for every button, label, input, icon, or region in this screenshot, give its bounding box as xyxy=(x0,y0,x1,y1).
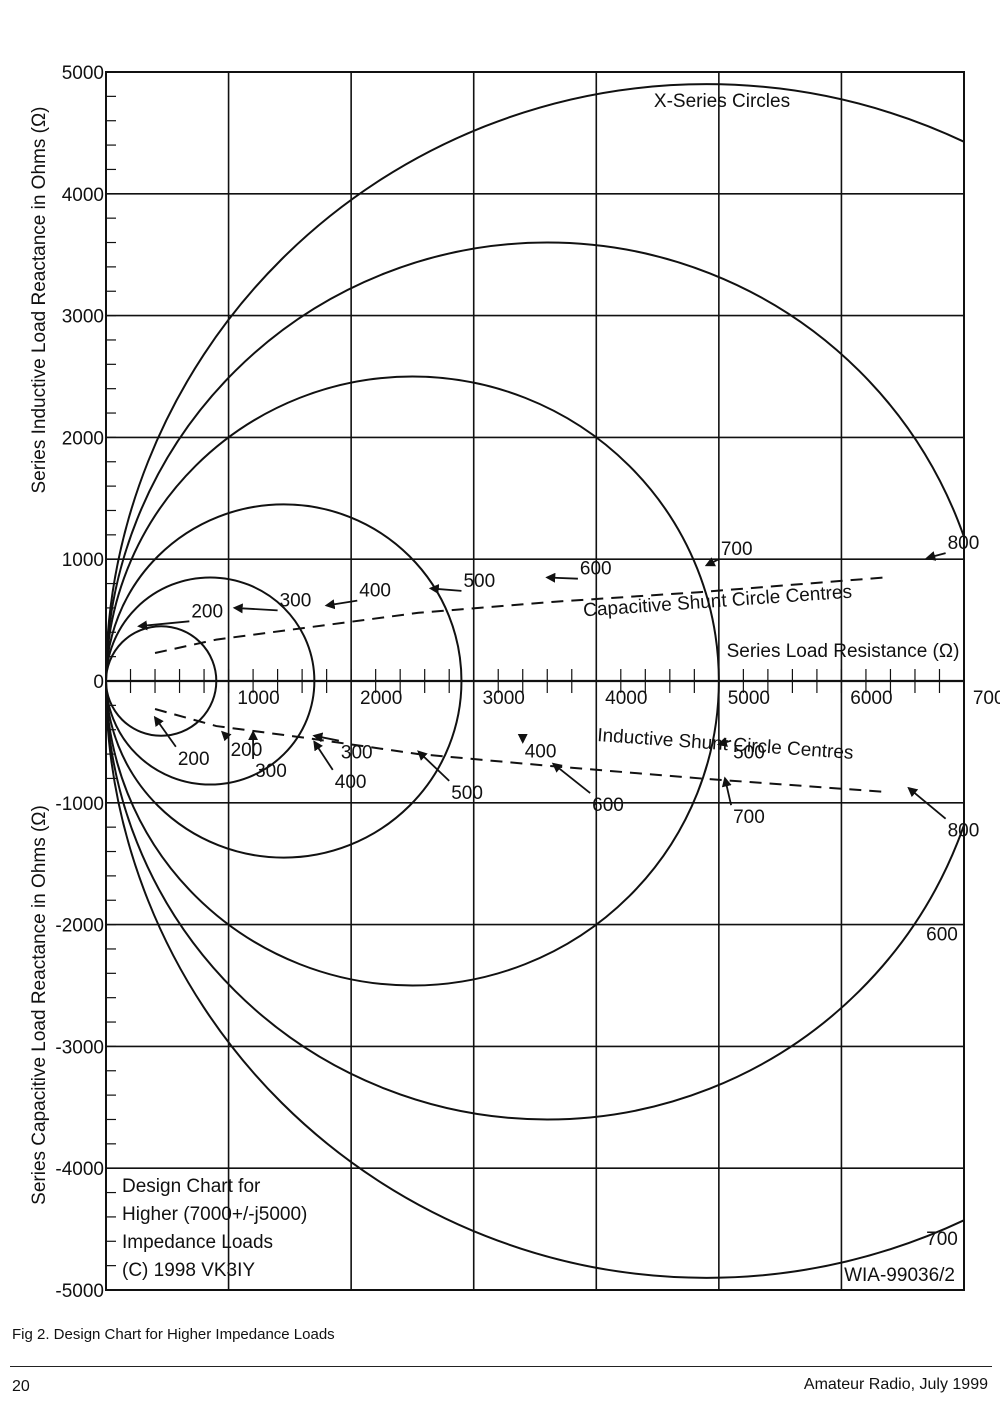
capacitive-centre-label-arrow xyxy=(137,620,190,631)
capacitive-centre-label: 500 xyxy=(463,571,495,592)
x-tick-label: 1000 xyxy=(237,688,279,709)
inductive-centre-label: 500 xyxy=(733,743,765,764)
capacitive-centre-label: 300 xyxy=(280,590,312,611)
inductive-centre-label: 300 xyxy=(341,743,373,764)
page-number: 20 xyxy=(12,1378,30,1395)
chart-title: X-Series Circles xyxy=(654,91,790,112)
y-tick-label: -3000 xyxy=(55,1037,104,1058)
inductive-centre-label: 200 xyxy=(178,749,210,770)
design-note-line-1: Design Chart for xyxy=(122,1176,261,1197)
x-series-circle xyxy=(106,241,964,1121)
inductive-centre-label-arrow xyxy=(716,737,732,747)
design-note-line-3: Impedance Loads xyxy=(122,1232,273,1253)
inductive-centre-label: 600 xyxy=(592,795,624,816)
inductive-centre-label: 700 xyxy=(733,807,765,828)
y-tick-label: 5000 xyxy=(62,63,104,84)
inductive-centre-label-arrow xyxy=(417,750,450,782)
y-tick-label: 2000 xyxy=(62,428,104,449)
y-tick-label: 4000 xyxy=(62,185,104,206)
capacitive-centre-label: 800 xyxy=(948,533,980,554)
footer-rule xyxy=(10,1366,992,1367)
y-axis-title-lower: Series Capacitive Load Reactance in Ohms… xyxy=(29,805,50,1205)
inductive-centre-label: 500 xyxy=(451,783,483,804)
inductive-centre-label: 300 xyxy=(255,761,287,782)
inductive-centre-label: 400 xyxy=(335,772,367,793)
y-tick-label: -2000 xyxy=(55,916,104,937)
smith-style-design-chart: 1000200030004000500060007000500040003000… xyxy=(29,63,1000,1302)
capacitive-centre-label: 400 xyxy=(359,581,391,602)
inductive-centre-label-arrow xyxy=(312,732,340,743)
inductive-centre-label-arrow xyxy=(153,715,177,748)
capacitive-centre-label-arrow xyxy=(324,599,358,610)
capacitive-centre-label-arrow xyxy=(704,557,720,567)
y-axis-title-upper: Series Inductive Load Reactance in Ohms … xyxy=(29,107,50,494)
capacitive-centre-label-arrow xyxy=(232,603,278,614)
capacitive-centre-label: 600 xyxy=(580,559,612,580)
inductive-centre-label-arrow xyxy=(721,776,732,806)
design-note-line-4: (C) 1998 VK3IY xyxy=(122,1260,255,1281)
circle-edge-label: 700 xyxy=(926,1229,958,1250)
x-axis-title: Series Load Resistance (Ω) xyxy=(727,641,960,662)
capacitive-centres-label: Capacitive Shunt Circle Centres xyxy=(583,582,853,622)
x-tick-label: 3000 xyxy=(483,688,525,709)
inductive-centre-label: 200 xyxy=(231,740,263,761)
x-tick-label: 7000 xyxy=(973,688,1000,709)
y-tick-label: -5000 xyxy=(55,1281,104,1302)
figure-caption: Fig 2. Design Chart for Higher Impedance… xyxy=(12,1326,335,1343)
figure-code: WIA-99036/2 xyxy=(844,1265,955,1286)
y-tick-label: -1000 xyxy=(55,794,104,815)
capacitive-centre-label-arrow xyxy=(428,584,462,595)
x-series-circle xyxy=(106,375,720,987)
capacitive-centre-label: 700 xyxy=(721,539,753,560)
y-tick-label: 1000 xyxy=(62,550,104,571)
inductive-centre-label-arrow xyxy=(313,740,334,771)
x-tick-label: 6000 xyxy=(850,688,892,709)
capacitive-centre-label-arrow xyxy=(925,551,946,561)
design-note-line-2: Higher (7000+/-j5000) xyxy=(122,1204,307,1225)
y-tick-label: 3000 xyxy=(62,307,104,328)
y-tick-label: -4000 xyxy=(55,1159,104,1180)
x-tick-label: 2000 xyxy=(360,688,402,709)
capacitive-centre-label-arrow xyxy=(545,572,578,583)
capacitive-centre-label: 200 xyxy=(191,601,223,622)
x-series-circle xyxy=(106,83,964,1279)
x-tick-label: 5000 xyxy=(728,688,770,709)
inductive-centre-label: 800 xyxy=(948,821,980,842)
x-series-circle xyxy=(106,576,316,786)
inductive-centre-label-arrow xyxy=(551,762,591,794)
inductive-centre-label: 400 xyxy=(525,741,557,762)
inductive-centre-label-arrow xyxy=(221,730,232,742)
inductive-centres-label: Inductive Shunt Circle Centres xyxy=(597,725,854,764)
y-tick-label: 0 xyxy=(93,672,104,693)
circle-edge-label: 600 xyxy=(926,924,958,945)
capacitive-centres-line xyxy=(154,576,885,654)
x-tick-label: 4000 xyxy=(605,688,647,709)
publication-name: Amateur Radio, July 1999 xyxy=(803,1376,988,1393)
inductive-centre-label-arrow xyxy=(907,786,947,820)
x-series-circle xyxy=(106,503,463,859)
